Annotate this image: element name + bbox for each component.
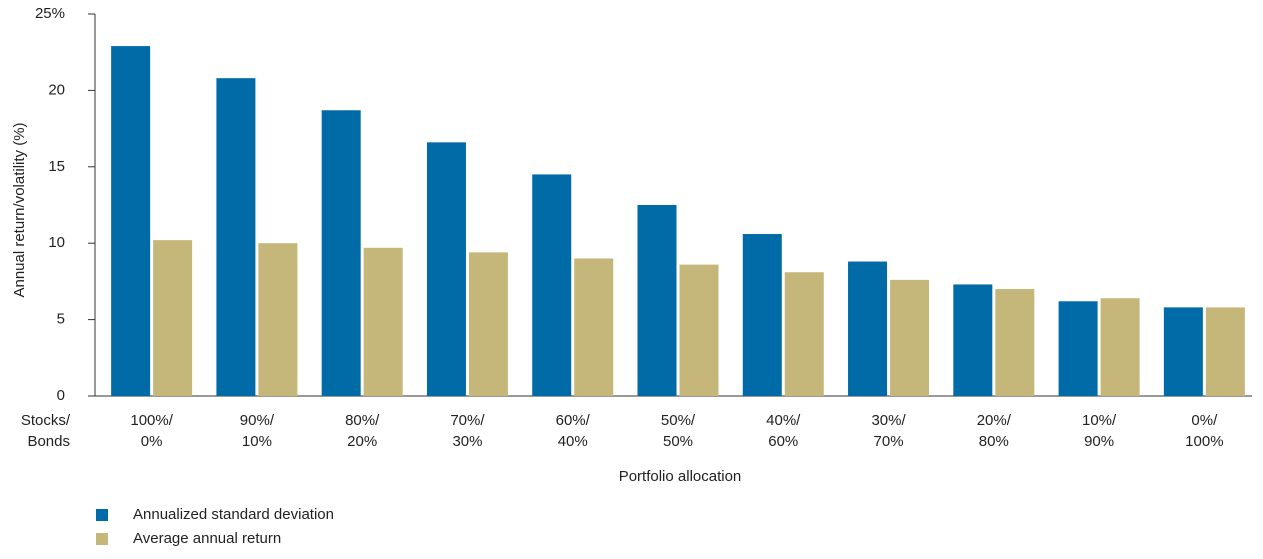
x-tick-label: 80%: [979, 433, 1009, 450]
bar: [1058, 301, 1098, 396]
bar: [1100, 298, 1140, 396]
bar: [258, 243, 298, 396]
bar: [216, 78, 256, 397]
x-tick-label: 100%/: [130, 412, 173, 429]
y-tick-label: 15: [48, 158, 65, 175]
y-tick-label: 25%: [35, 5, 65, 22]
x-tick-label: 30%/: [871, 412, 906, 429]
x-tick-label: 100%: [1185, 433, 1223, 450]
legend-label: Annualized standard deviation: [133, 506, 334, 523]
bar: [111, 46, 151, 396]
bar: [153, 240, 193, 396]
x-tick-label: 40%/: [766, 412, 801, 429]
bar: [363, 247, 403, 396]
bar: [468, 252, 508, 396]
legend-label: Average annual return: [133, 530, 281, 547]
bar: [890, 279, 930, 396]
bar: [574, 258, 614, 396]
category-header: Stocks/: [21, 412, 71, 429]
x-tick-label: 90%/: [240, 412, 275, 429]
bar: [532, 174, 572, 396]
category-header: Bonds: [27, 433, 70, 450]
x-tick-label: 10%/: [1082, 412, 1117, 429]
x-tick-label: 70%/: [450, 412, 485, 429]
x-tick-label: 30%: [452, 433, 482, 450]
x-tick-label: 50%: [663, 433, 693, 450]
x-tick-label: 90%: [1084, 433, 1114, 450]
y-tick-label: 20: [48, 81, 65, 98]
bar: [995, 289, 1035, 396]
legend-swatch: [96, 509, 108, 521]
x-tick-label: 60%/: [556, 412, 591, 429]
x-tick-label: 20%: [347, 433, 377, 450]
bar: [1163, 307, 1203, 396]
bar: [679, 264, 719, 396]
x-tick-label: 70%: [874, 433, 904, 450]
y-tick-label: 5: [57, 311, 65, 328]
x-tick-label: 80%/: [345, 412, 380, 429]
x-tick-label: 20%/: [977, 412, 1012, 429]
x-tick-label: 60%: [768, 433, 798, 450]
bar: [742, 234, 782, 396]
y-axis-title: Annual return/volatility (%): [11, 122, 28, 297]
bar: [321, 110, 361, 396]
bar: [426, 142, 466, 396]
bar: [953, 284, 993, 396]
x-tick-label: 10%: [242, 433, 272, 450]
bar: [637, 205, 677, 396]
y-tick-label: 0: [57, 387, 65, 404]
x-axis-title: Portfolio allocation: [619, 468, 742, 485]
x-tick-label: 50%/: [661, 412, 696, 429]
bar: [1205, 307, 1245, 396]
x-tick-label: 0%/: [1191, 412, 1218, 429]
x-tick-label: 0%: [141, 433, 163, 450]
bar: [848, 261, 888, 396]
x-tick-label: 40%: [558, 433, 588, 450]
bar: [784, 272, 824, 396]
legend-swatch: [96, 533, 108, 545]
y-tick-label: 10: [48, 234, 65, 251]
